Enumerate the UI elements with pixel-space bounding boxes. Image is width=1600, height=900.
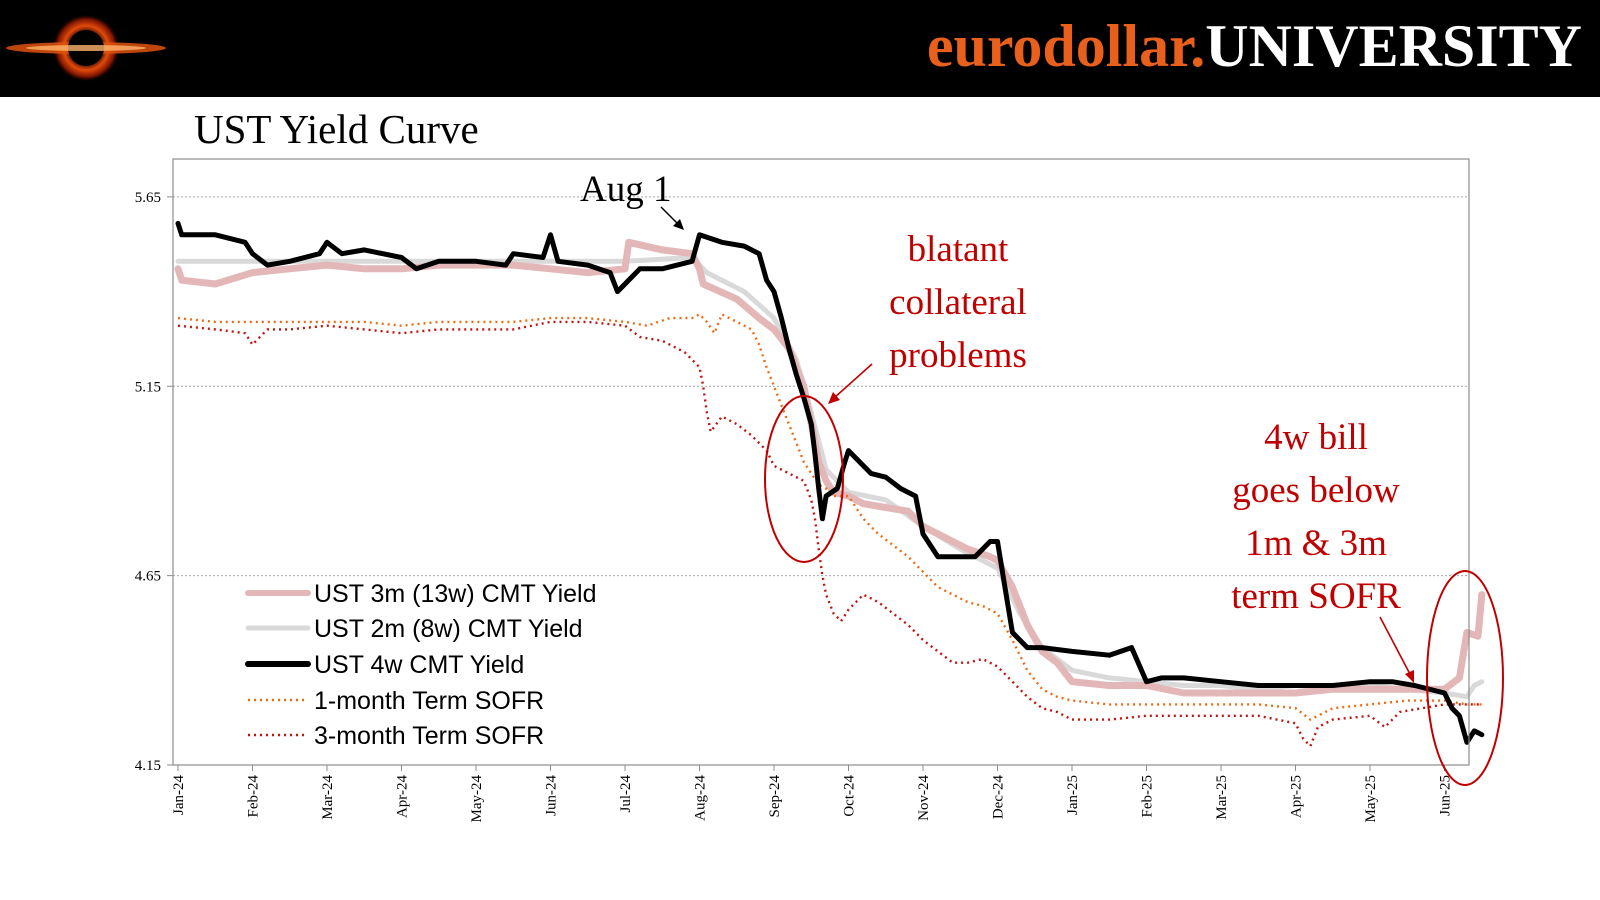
annotation-collateral-line-2: collateral [889,282,1027,323]
brand-wordmark: eurodollar.UNIVERSITY [927,10,1582,82]
chart-title: UST Yield Curve [194,106,479,152]
y-tick-label-5.15: 5.15 [135,379,161,395]
x-tick-label-Apr-25: Apr-25 [1289,775,1305,818]
y-tick-label-4.15: 4.15 [135,758,161,774]
annotation-collateral-arrowhead [828,392,840,404]
x-tick-label-Jan-25: Jan-25 [1065,775,1081,815]
annotation-4w-bill-circle [1426,570,1504,786]
x-tick-label-May-25: May-25 [1363,775,1379,823]
x-tick-label-Oct-24: Oct-24 [842,775,858,817]
annotation-4w-bill-arrow [1379,616,1412,677]
brand-part-2: UNIVERSITY [1205,13,1582,79]
x-tick-label-Jul-24: Jul-24 [618,775,634,813]
annotation-collateral-line-1: blatant [908,229,1009,270]
series-line-3-month-term-sofr [177,320,1482,748]
annotation-aug1-arrowhead [673,219,684,230]
series-line-1-month-term-sofr [177,313,1482,721]
annotation-4w-bill: 4w bill goes below 1m & 3m term SOFR [1231,417,1504,786]
annotation-4w-bill-line-2: goes below [1232,470,1400,511]
x-tick-label-Jun-25: Jun-25 [1438,775,1454,816]
annotation-4w-bill-arrowhead [1405,670,1414,683]
annotation-aug1: Aug 1 [580,169,684,230]
legend-label-sofr-1m: 1-month Term SOFR [314,687,544,715]
y-tick-label-4.65: 4.65 [135,569,161,585]
x-tick-label-Dec-24: Dec-24 [991,775,1007,820]
x-tick-label-Jan-24: Jan-24 [171,775,187,815]
grid-layer [173,196,1469,577]
series-layer [174,220,1486,748]
x-tick-label-Sep-24: Sep-24 [767,775,783,818]
y-axis: 4.15 4.65 5.15 5.65 [135,190,173,774]
series-line-ust-3m-13w-cmt-yield [174,238,1486,697]
annotation-collateral-line-3: problems [889,335,1027,376]
series-line-ust-4w-cmt-yield [175,220,1485,745]
legend-label-ust-3m: UST 3m (13w) CMT Yield [314,580,596,608]
x-tick-label-Mar-25: Mar-25 [1214,775,1230,820]
x-tick-label-Feb-25: Feb-25 [1140,775,1156,818]
plot-frame [172,158,1470,766]
x-tick-label-Mar-24: Mar-24 [320,775,336,820]
x-tick-label-Apr-24: Apr-24 [395,775,411,819]
x-tick-label-Jun-24: Jun-24 [544,775,560,816]
annotation-4w-bill-line-1: 4w bill [1264,417,1368,458]
legend-label-ust-4w: UST 4w CMT Yield [314,651,524,679]
y-tick-label-5.65: 5.65 [135,190,161,206]
legend-label-ust-2m: UST 2m (8w) CMT Yield [314,615,583,643]
legend: UST 3m (13w) CMT Yield UST 2m (8w) CMT Y… [245,580,596,750]
annotation-collateral-circle [764,395,844,563]
annotation-collateral-arrow [833,363,873,399]
eurodollar-black-hole-logo-icon [0,0,172,97]
annotation-4w-bill-line-4: term SOFR [1231,576,1401,617]
brand-part-1: eurodollar. [926,13,1206,79]
x-tick-label-May-24: May-24 [469,775,485,823]
x-axis: Jan-24 Feb-24 Mar-24 Apr-24 May-24 Jun-24 Jul-… [171,765,1454,823]
annotation-aug1-label: Aug 1 [580,169,671,210]
header-banner [0,0,1600,97]
annotation-collateral: blatant collateral problems [764,229,1027,563]
x-tick-label-Aug-24: Aug-24 [693,775,709,821]
legend-label-sofr-3m: 3-month Term SOFR [314,722,544,750]
annotation-4w-bill-line-3: 1m & 3m [1245,523,1387,564]
x-tick-label-Feb-24: Feb-24 [246,775,262,818]
x-tick-label-Nov-24: Nov-24 [916,775,932,821]
